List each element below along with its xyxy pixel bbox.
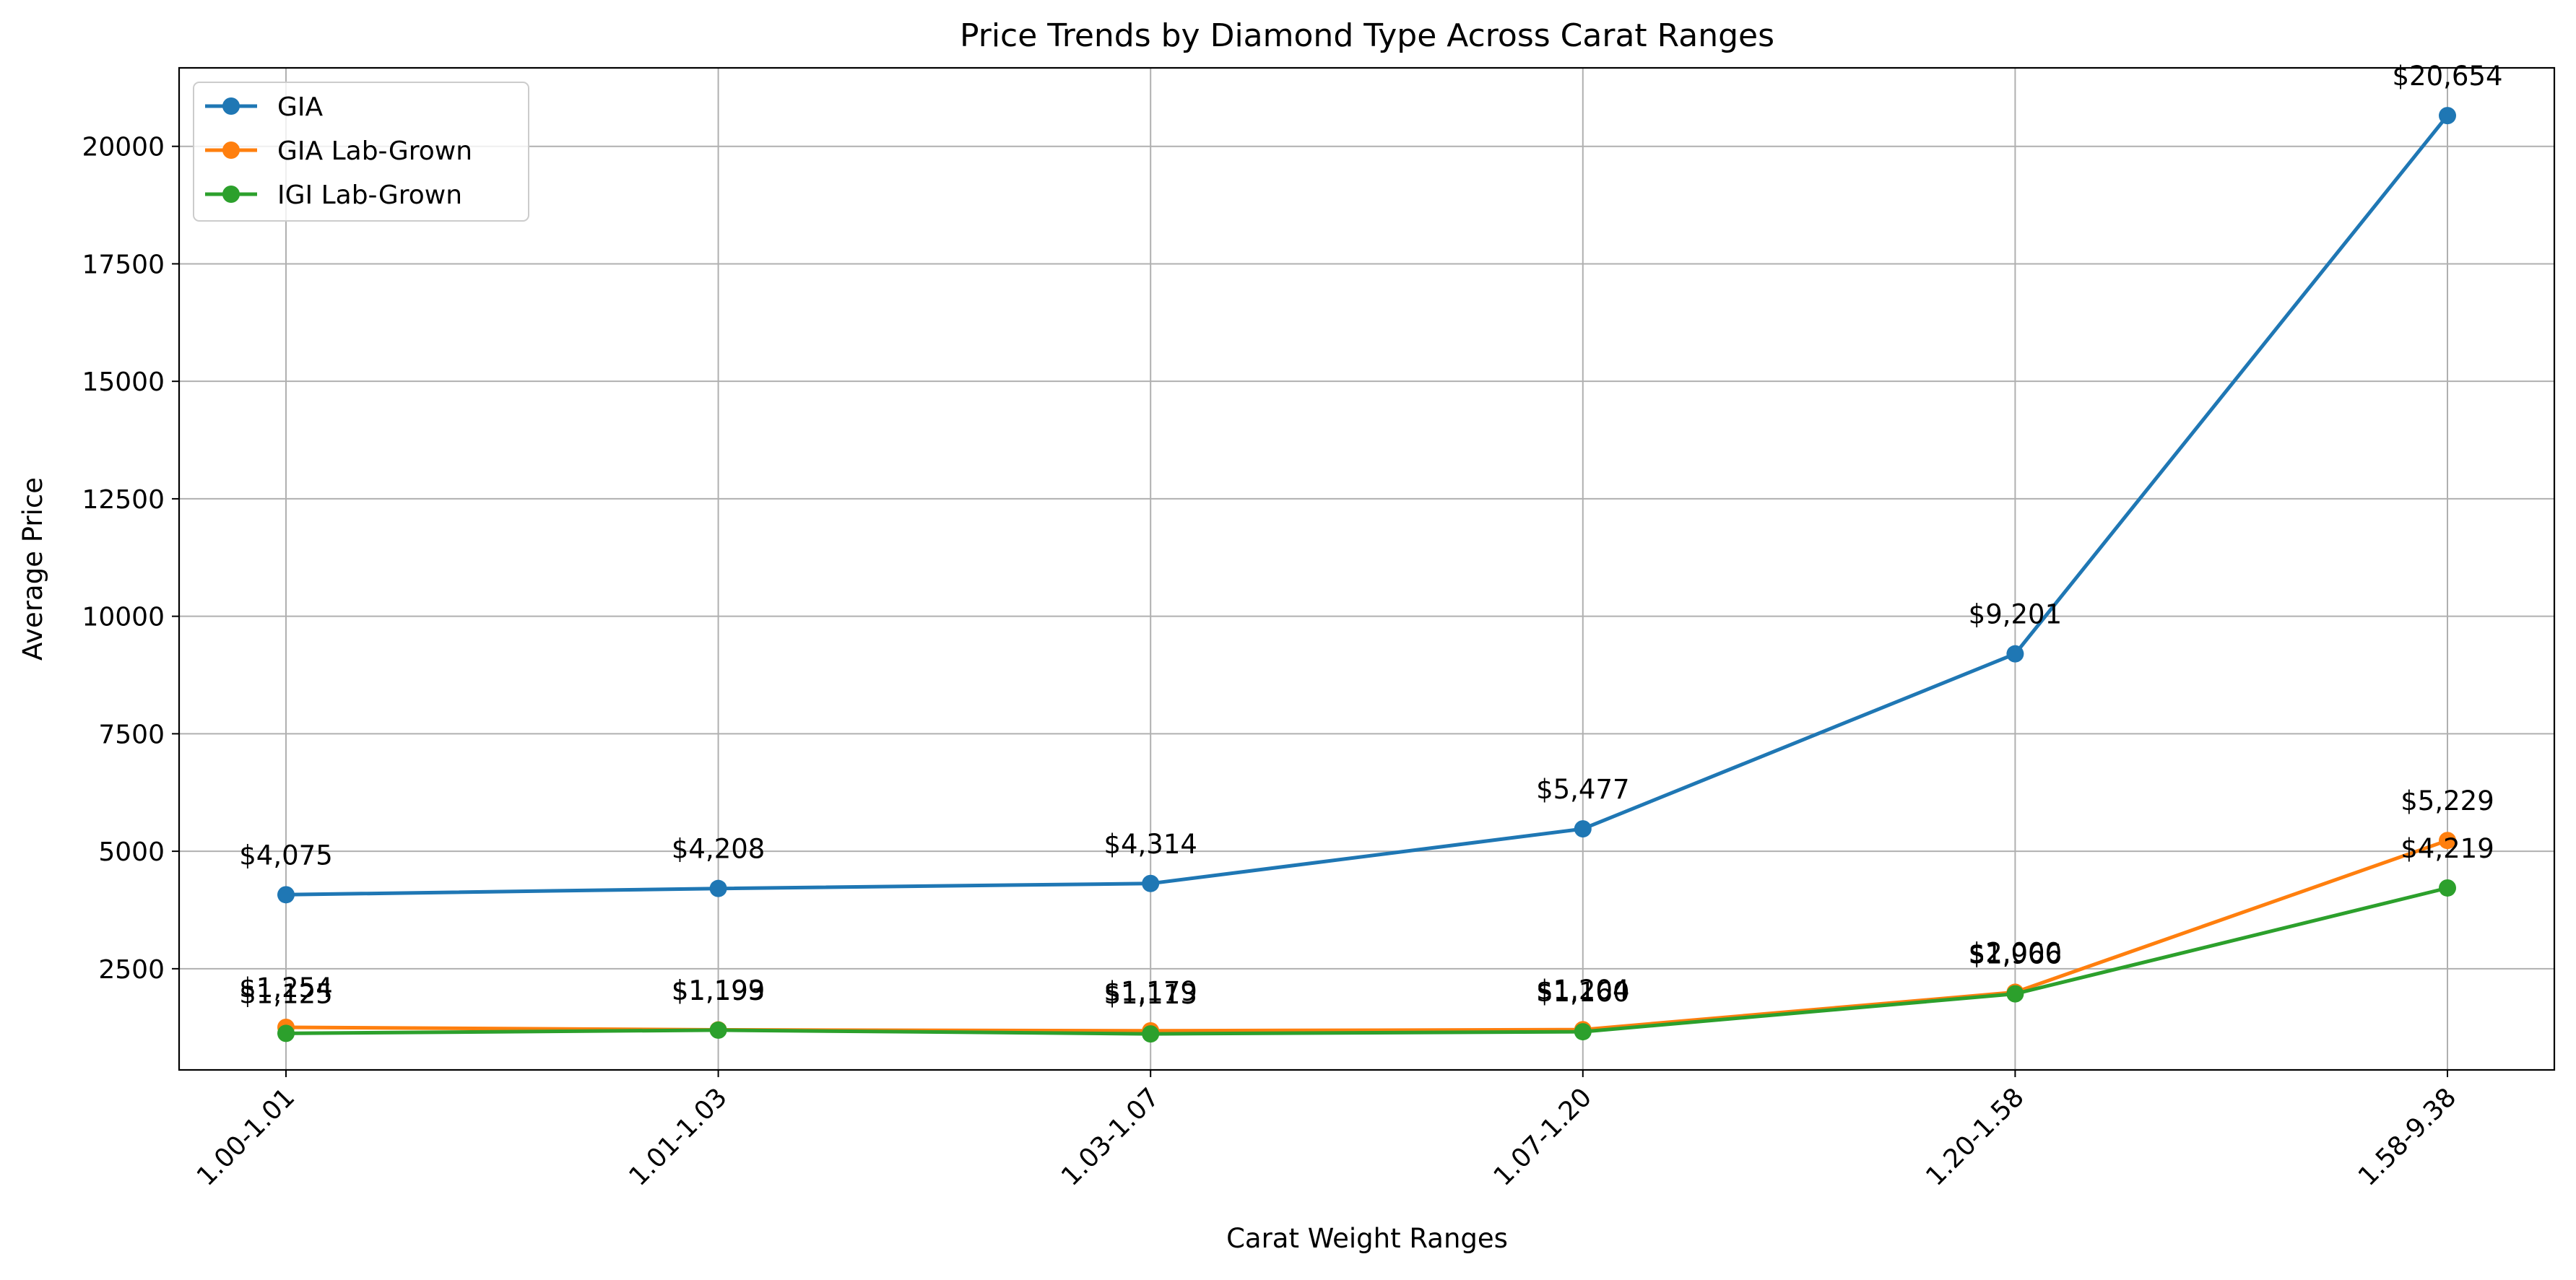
series-line [285,886,2448,1036]
legend-label: GIA Lab-Grown [277,136,472,166]
legend-label: IGI Lab-Grown [277,180,462,210]
data-point [1142,874,1160,892]
x-axis-title: Carat Weight Ranges [1226,1223,1508,1254]
grid-lines [179,68,2554,1070]
data-label: $1,193 [672,975,765,1006]
data-point [2006,645,2024,663]
data-label: $20,654 [2392,61,2502,92]
data-label: $1,160 [1536,977,1629,1008]
chart-title: Price Trends by Diamond Type Across Cara… [960,17,1774,54]
y-tick-label: 12500 [82,485,165,515]
data-point [277,1024,295,1042]
data-point [709,1021,727,1039]
data-label: $9,201 [1969,599,2062,630]
y-tick-label: 20000 [82,133,165,162]
data-label: $5,229 [2401,785,2494,817]
data-point [277,886,295,904]
data-label: $1,199 [672,975,765,1006]
legend-marker [222,97,240,115]
y-tick-label: 5000 [98,837,165,867]
legend-label: GIA [277,92,324,122]
data-label: $4,314 [1103,829,1197,860]
series-group [277,107,2456,1043]
data-point [1574,820,1592,838]
data-label: $1,179 [1103,976,1197,1007]
data-point [1142,1025,1160,1043]
y-tick-label: 7500 [98,720,165,749]
data-label: $2,000 [1969,937,2062,968]
plot-frame [178,66,2556,1071]
legend-marker [222,142,240,159]
data-label: $1,204 [1536,975,1629,1006]
data-label: $4,075 [239,840,332,871]
data-label: $1,125 [239,978,332,1009]
y-tick-label: 15000 [82,367,165,397]
data-point [2006,985,2024,1003]
legend-marker [222,186,240,203]
y-tick-label: 2500 [98,955,165,985]
data-labels: $4,075 $4,208 $4,314 $5,477 $9,201 $20,654 $1,… [239,61,2502,1010]
y-tick-label: 17500 [82,250,165,279]
data-label: $1,966 [1969,939,2062,970]
y-axis-title: Average Price [17,477,48,661]
data-label: $1,113 [1103,979,1197,1010]
data-point [709,879,727,897]
data-point [1574,1023,1592,1041]
data-point [2439,879,2456,897]
legend-box [193,82,529,222]
y-tick-label: 10000 [82,603,165,632]
data-label: $4,219 [2401,833,2494,864]
data-label: $4,208 [672,834,765,865]
data-label: $5,477 [1536,774,1629,805]
data-point [2439,107,2456,125]
legend: GIA GIA Lab-Grown IGI Lab-Grown [193,82,529,222]
data-label: $1,254 [239,972,332,1003]
series-line [285,114,2449,897]
data-point [2439,832,2456,850]
